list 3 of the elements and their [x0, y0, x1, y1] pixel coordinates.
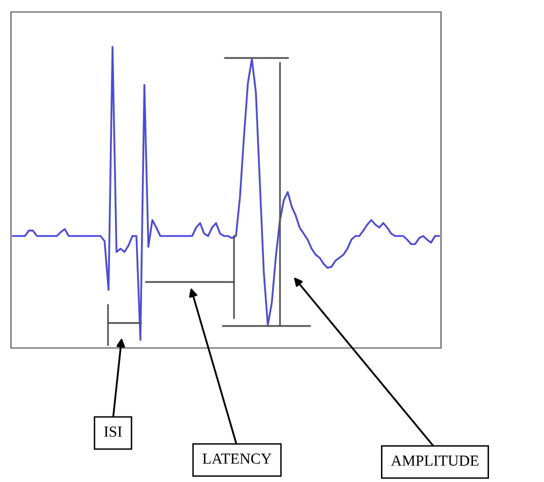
text: LATENCY — [202, 454, 272, 464]
text: ISI — [104, 426, 122, 437]
text: AMPLITUDE — [391, 456, 478, 466]
